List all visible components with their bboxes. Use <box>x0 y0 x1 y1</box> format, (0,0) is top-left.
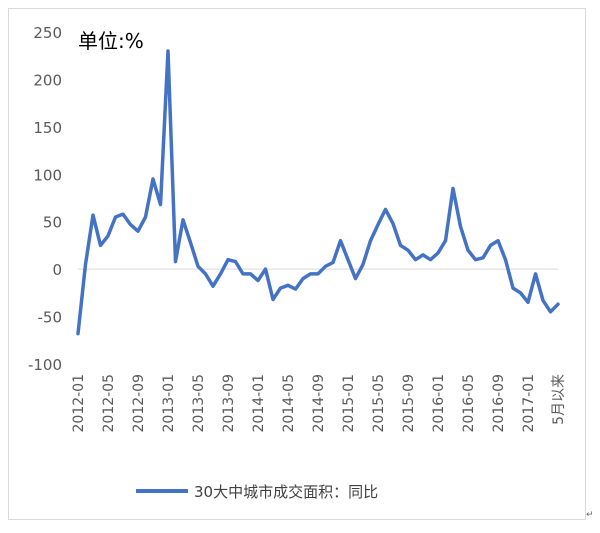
series-line <box>76 49 560 336</box>
x-tick-label: 2012-01 <box>71 374 87 433</box>
x-tick-label: 2012-05 <box>101 374 117 433</box>
y-axis-ticks: 250 200 150 100 50 0 -50 -100 <box>28 24 62 374</box>
x-tick-label: 2015-05 <box>371 374 387 433</box>
x-tick-label: 2013-09 <box>221 374 237 433</box>
y-tick-label: 200 <box>33 71 62 89</box>
x-tick-label: 2016-01 <box>431 374 447 433</box>
series-group <box>76 49 560 336</box>
x-tick-label: 2015-09 <box>401 374 417 433</box>
x-tick-label: 2014-01 <box>251 374 267 433</box>
x-tick-label: 2014-05 <box>281 374 297 433</box>
x-tick-label: 2012-09 <box>131 374 147 433</box>
y-tick-label: -50 <box>38 309 63 327</box>
y-tick-label: 0 <box>52 261 62 279</box>
x-tick-label: 2016-09 <box>491 374 507 433</box>
x-axis-ticks: 2012-01 2012-05 2012-09 2013-01 2013-05 2013-… <box>71 374 567 433</box>
chart-frame <box>8 8 586 520</box>
x-tick-label: 2013-01 <box>161 374 177 433</box>
y-tick-label: 250 <box>33 24 62 42</box>
y-tick-label: 150 <box>33 119 62 137</box>
x-tick-label: 5月以来 <box>551 374 567 425</box>
paragraph-mark: ↵ <box>586 510 594 520</box>
legend: 30大中城市成交面积：同比 <box>136 483 378 501</box>
x-tick-label: 2013-05 <box>191 374 207 433</box>
y-tick-label: -100 <box>28 356 62 374</box>
unit-label: 单位:% <box>78 29 144 53</box>
y-tick-label: 50 <box>43 214 62 232</box>
x-tick-label: 2015-01 <box>341 374 357 433</box>
x-tick-label: 2017-01 <box>521 374 537 433</box>
x-tick-label: 2014-09 <box>311 374 327 433</box>
x-tick-label: 2016-05 <box>461 374 477 433</box>
y-tick-label: 100 <box>33 166 62 184</box>
legend-label: 30大中城市成交面积：同比 <box>194 483 378 501</box>
